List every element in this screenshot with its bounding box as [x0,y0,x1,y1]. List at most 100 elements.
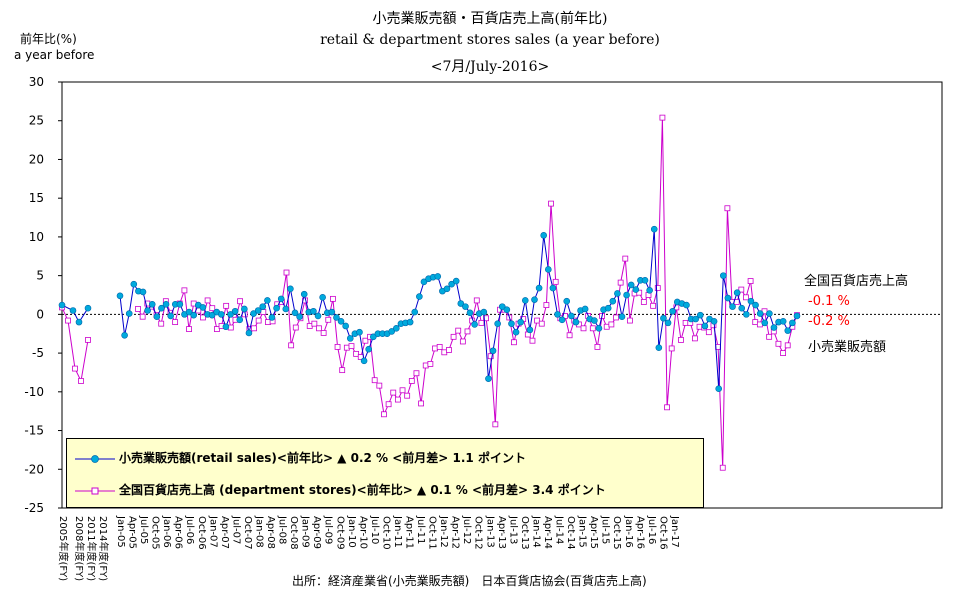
retail-point [130,280,138,288]
retail-point [167,312,174,320]
retail-point [227,311,234,318]
retail-point [231,307,239,315]
x-tick-label-month: Oct-14 [565,516,576,550]
retail-point [494,320,501,327]
retail-point [498,303,506,310]
retail-point [273,304,280,312]
x-tick-label-month: Apr-16 [634,516,645,549]
dept-point [172,319,179,326]
dept-point [511,339,517,346]
dept-point [394,396,401,403]
retail-point [632,286,640,293]
retail-point [558,316,566,324]
x-tick-label-month: Jan-06 [161,515,172,548]
retail-point [218,311,225,318]
y-tick-label: -5 [32,346,44,360]
dept-point [538,320,545,327]
retail-point [75,318,83,326]
x-tick-label-month: Oct-05 [150,516,161,550]
retail-point [729,303,736,310]
retail-point [116,292,124,300]
dept-point [213,326,220,332]
retail-point [664,319,672,327]
dept-point [334,343,341,350]
y-tick-label: -25 [24,501,44,515]
retail-point [743,311,750,318]
x-tick-label-month: Apr-10 [357,516,368,549]
retail-point [660,314,667,322]
retail-point [512,328,520,336]
retail-point [696,311,704,319]
retail-point [563,297,571,305]
retail-annual-line [61,304,89,324]
dept-point [381,411,387,418]
retail-point [554,311,561,318]
y-tick-label: 15 [29,191,44,205]
x-tick-label-month: Apr-15 [588,516,599,549]
retail-point [443,285,451,293]
retail-point [245,329,253,337]
x-tick-label-month: Jan-08 [253,515,264,548]
retail-point [411,308,419,316]
legend-marker-retail [75,453,115,465]
dept-point [589,325,596,332]
dept-point [608,321,615,328]
x-tick-label-month: Oct-12 [473,516,484,550]
dept-point [283,269,290,276]
retail-point [623,291,630,299]
dept-point [543,302,550,308]
retail-point [360,357,368,365]
retail-point [540,232,548,239]
x-tick-label-month: Jul-16 [646,515,657,544]
retail-point [480,308,488,316]
dept-point [181,287,188,294]
retail-point [310,307,317,315]
dept-point [719,464,726,471]
retail-point [471,321,478,328]
retail-point [770,324,778,331]
dept-point [436,343,443,350]
retail-point [517,318,524,326]
retail-point [337,318,345,325]
dept-point [353,350,360,357]
retail-point [139,288,147,296]
retail-point [406,318,414,326]
x-tick-label-month: Jul-12 [461,515,472,544]
x-tick-label-month: Apr-06 [173,516,184,549]
retail-point [761,319,769,327]
retail-point [190,311,197,319]
dept-point [450,333,457,340]
dept-point [325,316,332,323]
y-axis-label-en: a year before [14,48,95,62]
retail-point [618,313,626,320]
dept-point [223,302,230,309]
x-tick-label-month: Jan-11 [392,515,403,548]
retail-point [535,284,543,292]
x-tick-label-fy: 2014年度(FY) [97,516,110,581]
retail-point [319,294,326,301]
retail-point [485,375,492,382]
dept-point [743,294,749,301]
retail-point [264,297,271,304]
x-tick-label-month: Jan-14 [530,515,541,548]
dept-point [627,317,633,324]
retail-point [489,347,497,355]
retail-point [282,305,290,313]
x-tick-label-month: Jul-06 [184,515,195,544]
x-tick-label-month: Apr-09 [311,516,322,549]
legend-entry-dept: 全国百貨店売上高 (department stores)<前年比> ▲ 0.1 … [75,481,606,498]
retail-point [669,307,676,315]
x-tick-label-month: Jul-08 [277,515,288,544]
x-tick-label-month: Oct-06 [196,516,207,550]
dept-point [288,342,295,349]
x-tick-label-month: Apr-12 [450,516,461,549]
retail-point [545,266,552,273]
x-tick-label-month: Jul-15 [600,515,611,544]
x-tick-label-month: Jul-07 [230,515,241,544]
dept-point [613,314,619,321]
dept-point [678,337,684,343]
retail-point [627,281,635,289]
x-tick-label-month: Jul-05 [138,515,149,544]
legend-label-retail: 小売業販売額(retail sales)<前年比> ▲ 0.2 % <前月差> … [119,451,526,465]
